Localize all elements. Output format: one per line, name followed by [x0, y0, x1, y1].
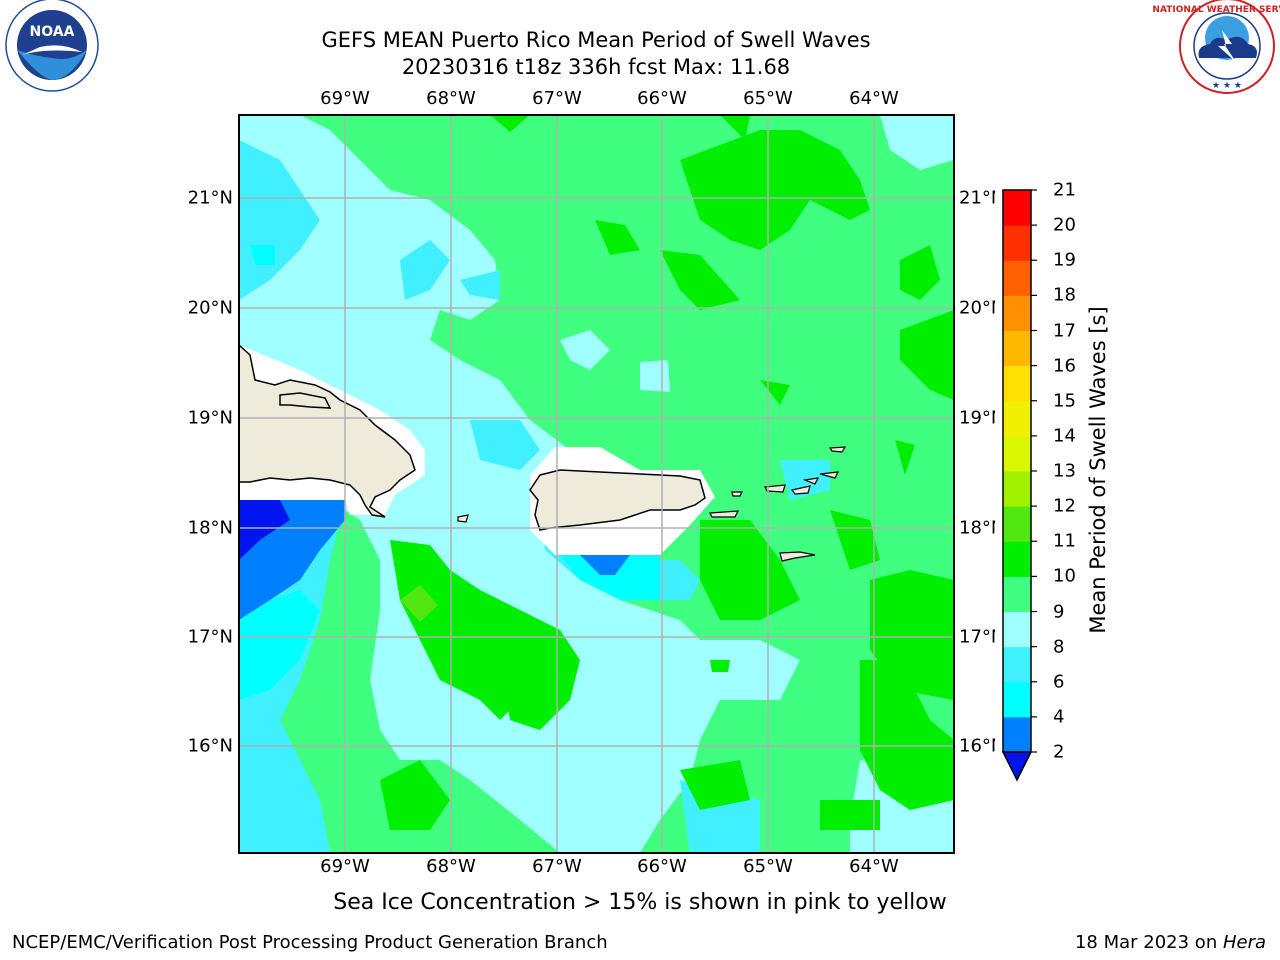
colorbar-tick-label: 18 — [1053, 284, 1076, 306]
colorbar-segment — [1003, 506, 1031, 542]
colorbar-segment — [1003, 365, 1031, 402]
lon-label-top: 66°W — [637, 88, 687, 109]
lat-label-left: 21°N — [187, 187, 233, 209]
colorbar-tick-label: 19 — [1053, 249, 1076, 271]
colorbar-segment — [1003, 471, 1031, 507]
lat-label-left: 20°N — [187, 297, 233, 319]
lat-label-right: 21°N — [959, 187, 1005, 209]
colorbar-tick-label: 2 — [1053, 741, 1065, 763]
colorbar-tick-label: 9 — [1053, 601, 1065, 622]
colorbar-segment — [1003, 681, 1031, 718]
lon-label-bottom: 66°W — [637, 856, 687, 877]
svg-text:NATIONAL WEATHER SERVICE: NATIONAL WEATHER SERVICE — [1152, 5, 1280, 15]
colorbar-tick-label: 10 — [1053, 565, 1076, 587]
colorbar-segment — [1003, 541, 1031, 577]
colorbar-graphic — [995, 180, 1055, 790]
colorbar-tick-label: 16 — [1053, 355, 1076, 377]
noaa-logo: NOAA — [5, 0, 99, 92]
colorbar-segment — [1003, 611, 1031, 648]
footer-date: 18 Mar 2023 on Hera — [1075, 932, 1266, 953]
lat-label-right: 16°N — [959, 735, 1005, 757]
colorbar-tick-label: 4 — [1053, 706, 1065, 728]
colorbar-tick-label: 17 — [1053, 320, 1076, 341]
svg-text:NOAA: NOAA — [30, 24, 75, 40]
lon-label-top: 69°W — [320, 88, 370, 109]
lon-label-top: 65°W — [743, 88, 793, 109]
colorbar-tick-label: 8 — [1053, 636, 1065, 658]
colorbar-tick-label: 15 — [1053, 390, 1076, 412]
lon-label-bottom: 67°W — [532, 856, 582, 877]
lon-label-top: 67°W — [532, 88, 582, 109]
colorbar-tick-label: 21 — [1053, 179, 1076, 201]
lon-label-top: 64°W — [849, 88, 899, 109]
map-subtitle: 20230316 t18z 336h fcst Max: 11.68 — [401, 55, 791, 79]
map-gridlines — [239, 115, 954, 853]
colorbar-segment — [1003, 260, 1031, 296]
colorbar-segment — [1003, 400, 1031, 437]
lat-label-left: 18°N — [187, 517, 233, 539]
colorbar-tick-label: 6 — [1053, 671, 1065, 693]
map-title: GEFS MEAN Puerto Rico Mean Period of Swe… — [321, 28, 871, 52]
svg-text:★ ★ ★: ★ ★ ★ — [1212, 81, 1242, 91]
colorbar-tick-label: 13 — [1053, 460, 1076, 482]
lon-label-bottom: 64°W — [849, 856, 899, 877]
footer-host: Hera — [1222, 932, 1266, 953]
colorbar-segment — [1003, 190, 1031, 226]
footer-branch: NCEP/EMC/Verification Post Processing Pr… — [12, 932, 608, 953]
colorbar-tick-label: 14 — [1053, 425, 1076, 447]
colorbar-segment — [1003, 295, 1031, 331]
colorbar-segment — [1003, 330, 1031, 367]
lat-label-right: 17°N — [959, 626, 1005, 648]
lon-label-bottom: 69°W — [320, 856, 370, 877]
lat-label-right: 19°N — [959, 407, 1005, 429]
colorbar-tick-label: 12 — [1053, 495, 1076, 517]
colorbar-segment — [1003, 576, 1031, 612]
sea-ice-caption: Sea Ice Concentration > 15% is shown in … — [333, 890, 947, 915]
colorbar-label: Mean Period of Swell Waves [s] — [1086, 306, 1110, 634]
nws-logo: NATIONAL WEATHER SERVICE ★ ★ ★ — [1152, 0, 1280, 94]
colorbar-tick-label: 20 — [1053, 214, 1076, 236]
lat-label-left: 16°N — [187, 735, 233, 757]
lat-label-right: 18°N — [959, 517, 1005, 539]
lat-label-left: 17°N — [187, 626, 233, 648]
lon-label-bottom: 65°W — [743, 856, 793, 877]
colorbar-segment — [1003, 435, 1031, 472]
map-frame — [238, 114, 955, 854]
colorbar-segment — [1003, 646, 1031, 683]
lon-label-bottom: 68°W — [426, 856, 476, 877]
lon-label-top: 68°W — [426, 88, 476, 109]
lat-label-left: 19°N — [187, 407, 233, 429]
lat-label-right: 20°N — [959, 297, 1005, 319]
colorbar-tick-label: 11 — [1053, 530, 1076, 552]
footer-date-text: 18 Mar 2023 on — [1074, 932, 1223, 953]
colorbar-segment — [1003, 225, 1031, 261]
contour-map — [239, 115, 954, 853]
colorbar-segment — [1003, 716, 1031, 753]
